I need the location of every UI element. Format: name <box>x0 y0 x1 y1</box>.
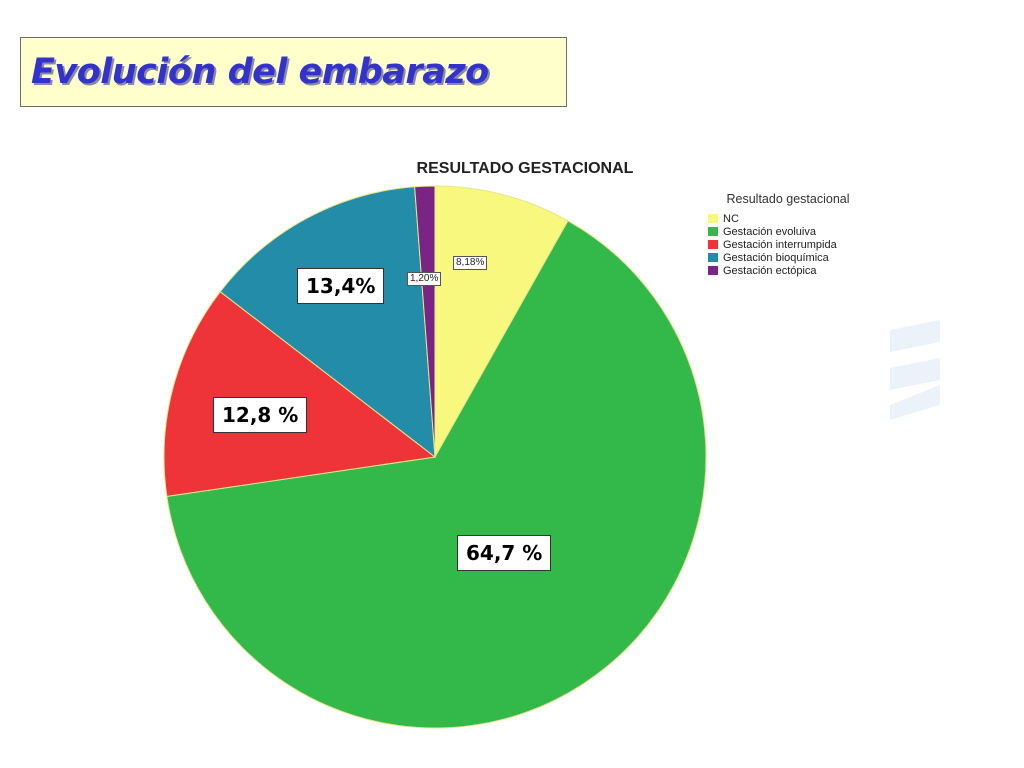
legend-label: Gestación evoluiva <box>723 225 816 238</box>
legend-swatch <box>708 214 718 223</box>
data-label-interrumpida: 12,8 % <box>213 397 308 433</box>
chart-title: RESULTADO GESTACIONAL <box>416 160 634 177</box>
legend-swatch <box>708 266 718 275</box>
pie-slice-bioquimica <box>219 186 436 459</box>
legend-item-nc: NC <box>708 212 878 225</box>
data-label-nc: 8,18% <box>453 256 488 270</box>
legend-title: Resultado gestacional <box>726 192 850 206</box>
slide-title: Evolución del embarazo <box>31 52 489 92</box>
legend-item-evolutiva: Gestación evoluiva <box>708 225 878 238</box>
pie-slice-ectopica <box>414 185 436 458</box>
legend-item-interrumpida: Gestación interrumpida <box>708 238 878 251</box>
pie-slice-interrumpida <box>163 290 437 497</box>
slide-title-box: Evolución del embarazo <box>20 37 567 107</box>
pie-slice-evolutiva <box>166 220 707 729</box>
data-label-bioquimica: 13,4% <box>297 268 385 304</box>
legend-item-ectopica: Gestación ectópica <box>708 264 878 277</box>
legend: Resultado gestacional NC Gestación evolu… <box>708 192 878 277</box>
watermark-graphic <box>890 320 940 420</box>
data-label-evolutiva: 64,7 % <box>457 535 552 571</box>
legend-item-bioquimica: Gestación bioquímica <box>708 251 878 264</box>
legend-swatch <box>708 240 718 249</box>
data-label-ectopica: 1,20% <box>407 272 442 286</box>
pie-slice-nc <box>434 185 569 459</box>
legend-label: Gestación bioquímica <box>723 251 829 264</box>
legend-label: NC <box>723 212 739 225</box>
legend-label: Gestación ectópica <box>723 264 817 277</box>
legend-label: Gestación interrumpida <box>723 238 837 251</box>
legend-swatch <box>708 253 718 262</box>
legend-swatch <box>708 227 718 236</box>
